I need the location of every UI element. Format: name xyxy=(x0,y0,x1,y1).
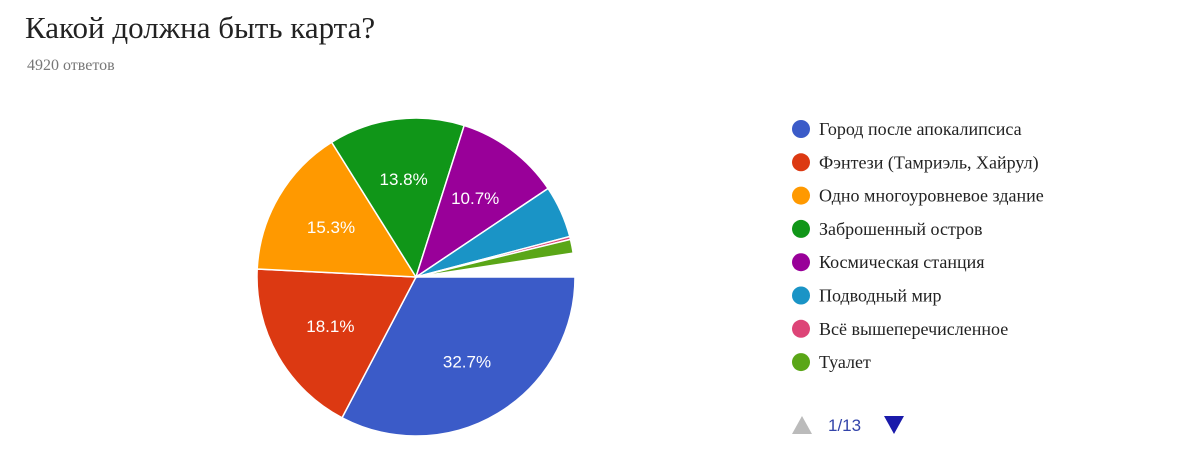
legend-label: Город после апокалипсиса xyxy=(819,119,1022,139)
slice-label: 10.7% xyxy=(451,189,499,208)
pie-slice xyxy=(414,124,550,279)
legend-swatch xyxy=(792,120,810,138)
legend-swatch xyxy=(792,219,810,238)
legend-swatch xyxy=(792,253,810,272)
pie-slice xyxy=(330,117,466,279)
pie-slice xyxy=(415,238,575,278)
page-indicator: 1/13 xyxy=(828,416,861,435)
legend-label: Подводный мир xyxy=(819,286,942,306)
legend-swatch xyxy=(792,153,810,172)
pie-slice xyxy=(341,276,576,437)
slice-label: 15.3% xyxy=(307,218,355,237)
slice-label: 13.8% xyxy=(380,170,428,189)
legend-swatch xyxy=(792,319,810,338)
slice-label: 18.1% xyxy=(306,317,354,336)
legend-label: Заброшенный остров xyxy=(819,219,983,239)
legend-label: Фэнтези (Тамриэль, Хайрул) xyxy=(819,152,1039,173)
page-down-button[interactable] xyxy=(884,416,904,434)
page-up-button[interactable] xyxy=(792,416,812,434)
legend-label: Космическая станция xyxy=(819,252,985,272)
subtitle: 4920 ответов xyxy=(27,57,115,74)
legend-swatch xyxy=(792,186,810,205)
chart-title: Какой должна быть карта? xyxy=(25,10,375,45)
pie-slice xyxy=(256,141,418,278)
legend-label: Одно многоуровневое здание xyxy=(819,186,1044,206)
pie-slice xyxy=(256,268,418,419)
legend: Город после апокалипсиса Фэнтези (Тамриэл… xyxy=(792,119,1044,372)
slice-label: 32.7% xyxy=(443,352,491,371)
pie: 32.7% 18.1% 15.3% 13.8% 10.7% xyxy=(256,117,576,437)
legend-label: Всё вышеперечисленное xyxy=(819,319,1008,339)
legend-label: Туалет xyxy=(819,352,871,372)
legend-swatch xyxy=(792,286,810,305)
legend-swatch xyxy=(792,353,810,372)
